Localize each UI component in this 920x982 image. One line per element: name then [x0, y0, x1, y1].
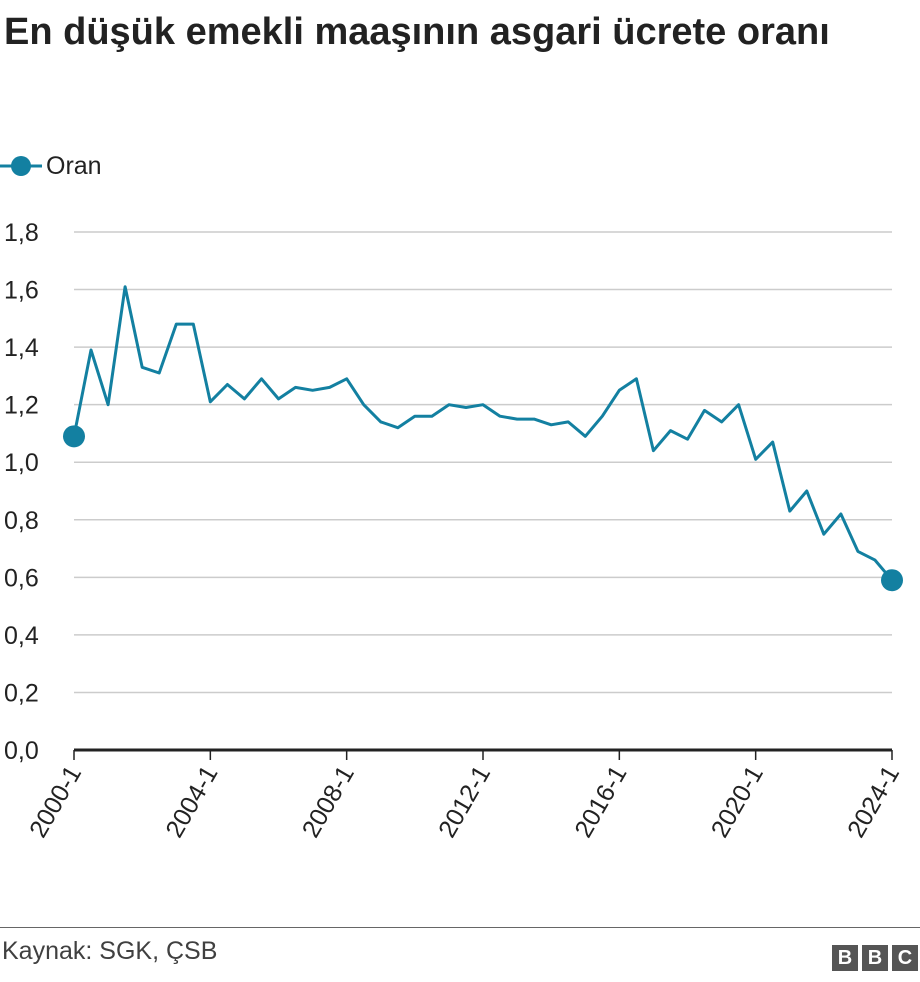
series-line — [72, 285, 894, 582]
y-axis-ticks: 0,0 0,2 0,4 0,6 0,8 1,0 1,2 1,4 1,6 1,8 — [4, 219, 39, 765]
bbc-logo-letter: B — [862, 945, 888, 971]
y-tick-label: 0,8 — [4, 507, 39, 535]
y-tick-label: 0,0 — [4, 737, 39, 765]
y-tick-label: 1,8 — [4, 219, 39, 247]
x-tick-label: 2024-1 — [842, 761, 905, 842]
grid-lines — [74, 231, 892, 752]
line-chart: 0,00,20,40,60,81,01,21,41,61,8 2000-1 200… — [4, 219, 905, 842]
chart-title: En düşük emekli maaşının asgari ücrete o… — [4, 11, 830, 53]
y-tick-label: 1,4 — [4, 334, 39, 362]
series-end-point — [881, 569, 903, 592]
y-tick-label: 1,2 — [4, 392, 39, 420]
x-tick-label: 2004-1 — [160, 761, 223, 842]
series-start-point — [63, 425, 85, 448]
source-note: Kaynak: SGK, ÇSB — [2, 937, 218, 965]
footer-divider — [0, 927, 920, 928]
x-tick-label: 2008-1 — [297, 761, 360, 842]
bbc-logo-letter: C — [892, 945, 918, 971]
y-tick-label: 0,6 — [4, 564, 39, 592]
x-tick-label: 2016-1 — [569, 761, 632, 842]
bbc-logo: B B C — [832, 945, 918, 971]
y-tick-label: 1,0 — [4, 449, 39, 477]
y-tick-label: 0,4 — [4, 622, 39, 650]
y-tick-label: 1,6 — [4, 277, 39, 305]
x-tick-label: 2012-1 — [433, 761, 496, 842]
legend-label: Oran — [46, 151, 102, 180]
y-tick-label: 0,2 — [4, 679, 39, 707]
series-layer — [63, 285, 903, 592]
legend: Oran — [0, 146, 102, 186]
bbc-logo-letter: B — [832, 945, 858, 971]
x-axis-ticks: 2000-1 2004-1 2008-1 2012-1 2016-1 2020-1 2024… — [24, 750, 905, 842]
x-tick-label: 2020-1 — [706, 761, 769, 842]
x-tick-label: 2000-1 — [24, 761, 87, 842]
legend-swatch-icon — [0, 156, 42, 176]
